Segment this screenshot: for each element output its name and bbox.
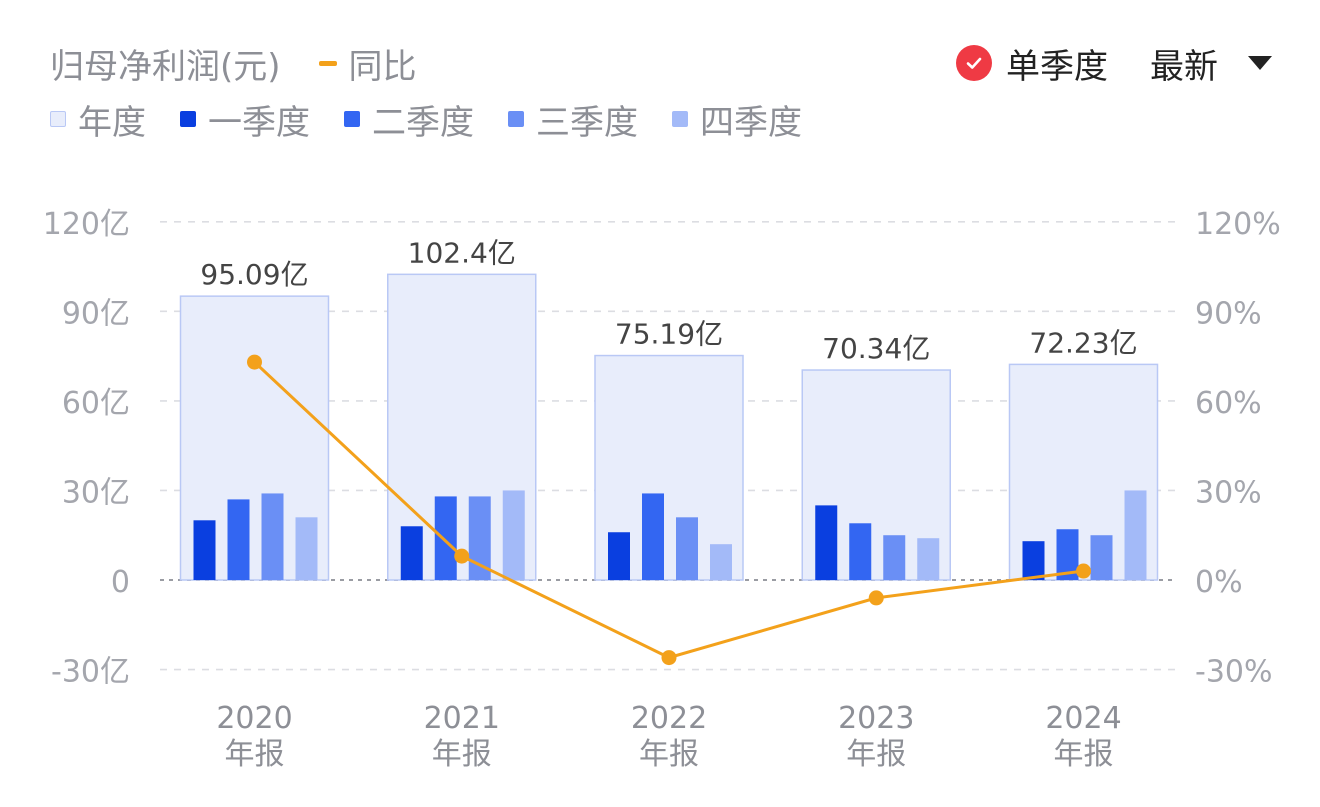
quarter-bar	[883, 535, 906, 580]
legend-swatch-q1	[180, 111, 196, 127]
quarter-bar	[710, 544, 732, 580]
yoy-legend-label: 同比	[348, 46, 417, 87]
caret-down-icon[interactable]	[1248, 56, 1272, 70]
legend-item-q4[interactable]: 四季度	[672, 95, 802, 144]
quarter-bar	[434, 496, 457, 580]
legend-item-q1[interactable]: 一季度	[180, 95, 310, 144]
quarter-bar	[849, 523, 872, 580]
legend-swatch-annual	[50, 111, 66, 127]
yoy-point	[661, 650, 677, 666]
yoy-point	[868, 590, 884, 606]
quarter-bar	[1056, 529, 1079, 580]
x-tick-sublabel: 年报	[1054, 737, 1114, 772]
legend-label-q3: 三季度	[536, 102, 638, 143]
quarter-bar	[227, 499, 250, 580]
quarter-bar	[468, 496, 491, 580]
quarter-bar	[608, 532, 630, 580]
y2-tick-label: 120%	[1195, 207, 1281, 242]
check-icon[interactable]	[956, 45, 992, 81]
y-tick-label: 0	[111, 565, 130, 600]
single-quarter-toggle[interactable]: 单季度	[1006, 46, 1108, 87]
quarter-bar	[193, 520, 216, 580]
chart-header: 归母净利润(元) 同比	[50, 38, 417, 88]
quarter-bar	[295, 517, 318, 580]
annual-value-label: 72.23亿	[1029, 326, 1137, 359]
annual-value-label: 95.09亿	[200, 258, 308, 291]
annual-value-label: 75.19亿	[615, 318, 723, 351]
x-tick-sublabel: 年报	[846, 737, 906, 772]
legend-item-q3[interactable]: 三季度	[508, 95, 638, 144]
y-tick-label: 120亿	[43, 207, 130, 242]
y-tick-label: 60亿	[62, 386, 130, 421]
chart-title: 归母净利润(元)	[50, 46, 281, 87]
latest-dropdown[interactable]: 最新	[1150, 46, 1218, 87]
legend-item-annual[interactable]: 年度	[50, 95, 146, 144]
legend-swatch-q2	[344, 111, 360, 127]
x-tick-label: 2022	[631, 701, 707, 736]
quarter-bar	[676, 517, 698, 580]
quarter-bar	[1022, 541, 1045, 580]
legend-swatch-q4	[672, 111, 688, 127]
chart-legend: 年度 一季度 二季度 三季度 四季度	[50, 95, 836, 143]
legend-label-q4: 四季度	[700, 102, 802, 143]
quarter-bar	[502, 490, 525, 580]
yoy-legend: 同比	[318, 39, 417, 88]
quarter-bar	[642, 493, 664, 580]
yoy-point	[247, 354, 262, 370]
x-tick-sublabel: 年报	[432, 737, 492, 772]
legend-label-q2: 二季度	[372, 102, 474, 143]
y2-tick-label: 0%	[1195, 565, 1243, 600]
y2-tick-label: 60%	[1195, 386, 1262, 421]
legend-item-q2[interactable]: 二季度	[344, 95, 474, 144]
legend-label-annual: 年度	[78, 102, 146, 143]
quarter-bar	[815, 505, 838, 580]
y-tick-label: 90亿	[62, 296, 130, 331]
quarter-bar	[917, 538, 940, 580]
y2-tick-label: 30%	[1195, 475, 1262, 510]
chart-controls: 单季度 最新	[956, 36, 1272, 90]
legend-swatch-q3	[508, 111, 524, 127]
line-legend-icon	[318, 60, 337, 66]
annual-value-label: 102.4亿	[408, 236, 516, 269]
x-tick-label: 2020	[216, 701, 292, 736]
x-tick-sublabel: 年报	[225, 737, 285, 772]
yoy-point	[454, 548, 470, 564]
quarter-bar	[400, 526, 423, 580]
quarter-bar	[1124, 490, 1147, 580]
x-tick-label: 2023	[838, 701, 914, 736]
x-tick-label: 2024	[1045, 701, 1121, 736]
y-tick-label: 30亿	[62, 475, 130, 510]
x-tick-sublabel: 年报	[639, 737, 699, 772]
y-tick-label: -30亿	[51, 655, 130, 690]
y2-tick-label: 90%	[1195, 296, 1262, 331]
annual-value-label: 70.34亿	[822, 332, 930, 365]
x-tick-label: 2021	[424, 701, 500, 736]
quarter-bar	[261, 493, 284, 580]
yoy-point	[1076, 563, 1091, 579]
y2-tick-label: -30%	[1195, 655, 1273, 690]
legend-label-q1: 一季度	[208, 102, 310, 143]
quarter-bar	[1090, 535, 1113, 580]
